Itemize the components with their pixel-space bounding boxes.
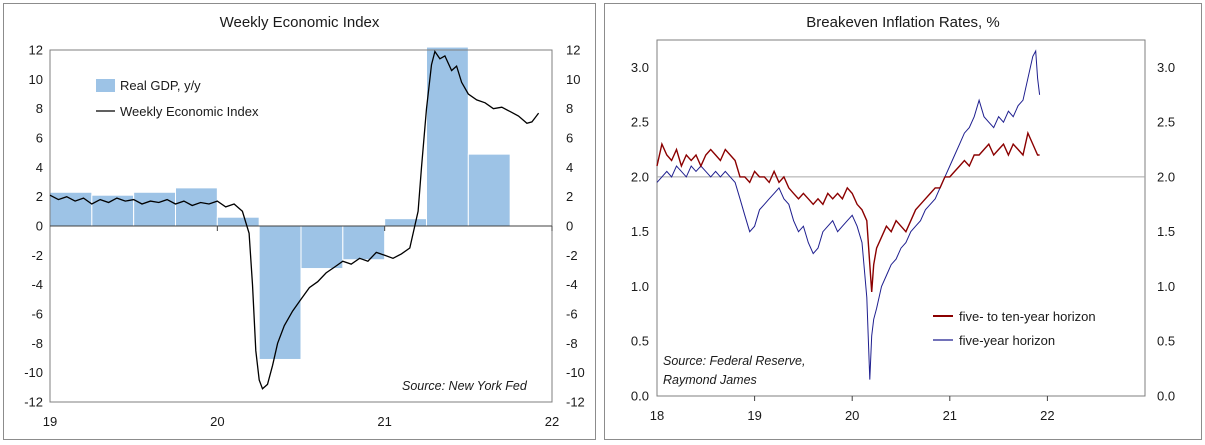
y-tick-label-left: 2 — [36, 189, 43, 204]
y-tick-label-right: -6 — [566, 307, 578, 322]
y-tick-label-right: 2 — [566, 189, 573, 204]
source-note-line1: Source: Federal Reserve, — [663, 354, 805, 368]
y-tick-label-right: 1.5 — [1157, 224, 1175, 239]
chart-title: Weekly Economic Index — [219, 14, 380, 31]
gdp-bar — [133, 191, 177, 227]
legend-five-ten-label: five- to ten-year horizon — [959, 309, 1096, 324]
legend-line-label: Weekly Economic Index — [120, 104, 259, 119]
x-tick-label: 19 — [43, 414, 57, 429]
x-tick-label: 21 — [943, 408, 957, 423]
y-tick-label-right: 1.0 — [1157, 279, 1175, 294]
x-tick-label: 20 — [210, 414, 224, 429]
y-tick-label-right: -12 — [566, 395, 585, 410]
legend-bar-label: Real GDP, y/y — [120, 78, 201, 93]
y-tick-label-left: -2 — [31, 248, 43, 263]
y-tick-label-left: 0 — [36, 219, 43, 234]
y-tick-label-right: -8 — [566, 336, 578, 351]
plot-frame — [656, 39, 1146, 397]
y-tick-label-right: 0 — [566, 219, 573, 234]
y-tick-label-left: 4 — [36, 160, 43, 175]
x-tick-label: 22 — [1040, 408, 1054, 423]
gdp-bar — [426, 46, 469, 227]
gdp-bar — [258, 225, 302, 360]
y-tick-label-left: 12 — [29, 43, 43, 58]
y-tick-label-left: 2.5 — [631, 115, 649, 130]
gdp-bar — [216, 216, 260, 227]
gdp-bar — [467, 153, 511, 227]
y-tick-label-left: 0.5 — [631, 334, 649, 349]
x-tick-label: 18 — [650, 408, 664, 423]
y-tick-label-left: 1.0 — [631, 279, 649, 294]
x-tick-label: 22 — [545, 414, 559, 429]
y-tick-label-left: 1.5 — [631, 224, 649, 239]
gdp-bar — [300, 225, 344, 270]
y-tick-label-left: -10 — [24, 365, 43, 380]
x-tick-label: 21 — [377, 414, 391, 429]
axes — [656, 39, 1146, 401]
y-tick-label-right: 2.5 — [1157, 115, 1175, 130]
y-tick-label-left: 10 — [29, 72, 43, 87]
legend: Real GDP, y/y Weekly Economic Index — [96, 78, 259, 119]
weekly-economic-index-chart: 121086420-2-4-6-8-10-12121086420-2-4-6-8… — [24, 43, 585, 430]
five-year-horizon-line — [656, 49, 1041, 380]
y-tick-label-right: -4 — [566, 277, 578, 292]
y-tick-label-right: 0.0 — [1157, 389, 1175, 404]
y-tick-label-right: -2 — [566, 248, 578, 263]
y-tick-label-left: -6 — [31, 307, 43, 322]
breakeven-inflation-chart: 3.0 2.5 2.0 1.5 1.0 0.5 0.0 3.0 2.5 2.0 1.5 1.0 0.5 0… — [631, 39, 1175, 423]
y-tick-label-left: 6 — [36, 131, 43, 146]
y-tick-label-left: 8 — [36, 101, 43, 116]
y-tick-label-right: 12 — [566, 43, 580, 58]
y-tick-label-right: 10 — [566, 72, 580, 87]
source-note-line2: Raymond James — [663, 373, 757, 387]
y-tick-label-right: -10 — [566, 365, 585, 380]
chart-title: Breakeven Inflation Rates, % — [806, 14, 1000, 31]
y-tick-label-left: 2.0 — [631, 169, 649, 184]
y-tick-label-right: 3.0 — [1157, 60, 1175, 75]
y-tick-label-left: -12 — [24, 395, 43, 410]
y-tick-label-right: 2.0 — [1157, 169, 1175, 184]
axes — [49, 49, 553, 403]
legend-five-label: five-year horizon — [959, 333, 1055, 348]
y-tick-label-right: 6 — [566, 131, 573, 146]
weekly-economic-index-panel: Weekly Economic Index 12 10 8 6 4 2 0 -2 -4 -6 -8-… — [3, 3, 596, 440]
breakeven-inflation-panel: Breakeven Inflation Rates, % 3.0 2.5 2.0 1.… — [604, 3, 1202, 440]
y-tick-label-left: -4 — [31, 277, 43, 292]
y-tick-label-right: 8 — [566, 101, 573, 116]
gdp-bar — [49, 191, 93, 227]
x-tick-label: 20 — [845, 408, 859, 423]
gdp-bar — [342, 225, 386, 261]
gdp-bar — [175, 187, 218, 227]
tick-labels: 121086420-2-4-6-8-10-12121086420-2-4-6-8… — [24, 43, 585, 430]
weekly-economic-index-line — [49, 49, 540, 390]
gdp-bar — [384, 218, 427, 227]
five-to-ten-year-horizon-line — [656, 130, 1040, 292]
tick-labels: 3.0 2.5 2.0 1.5 1.0 0.5 0.0 3.0 2.5 2.0 1.5 1.0 0.5 0… — [631, 60, 1175, 423]
y-tick-label-right: 0.5 — [1157, 334, 1175, 349]
source-note: Source: New York Fed — [402, 379, 528, 393]
legend-bar-swatch — [96, 79, 115, 92]
y-tick-label-left: -8 — [31, 336, 43, 351]
y-tick-label-left: 0.0 — [631, 389, 649, 404]
y-tick-label-right: 4 — [566, 160, 573, 175]
legend: five- to ten-year horizon five-year hori… — [933, 309, 1096, 348]
x-tick-label: 19 — [747, 408, 761, 423]
y-tick-label-left: 3.0 — [631, 60, 649, 75]
gdp-bars — [49, 46, 511, 360]
